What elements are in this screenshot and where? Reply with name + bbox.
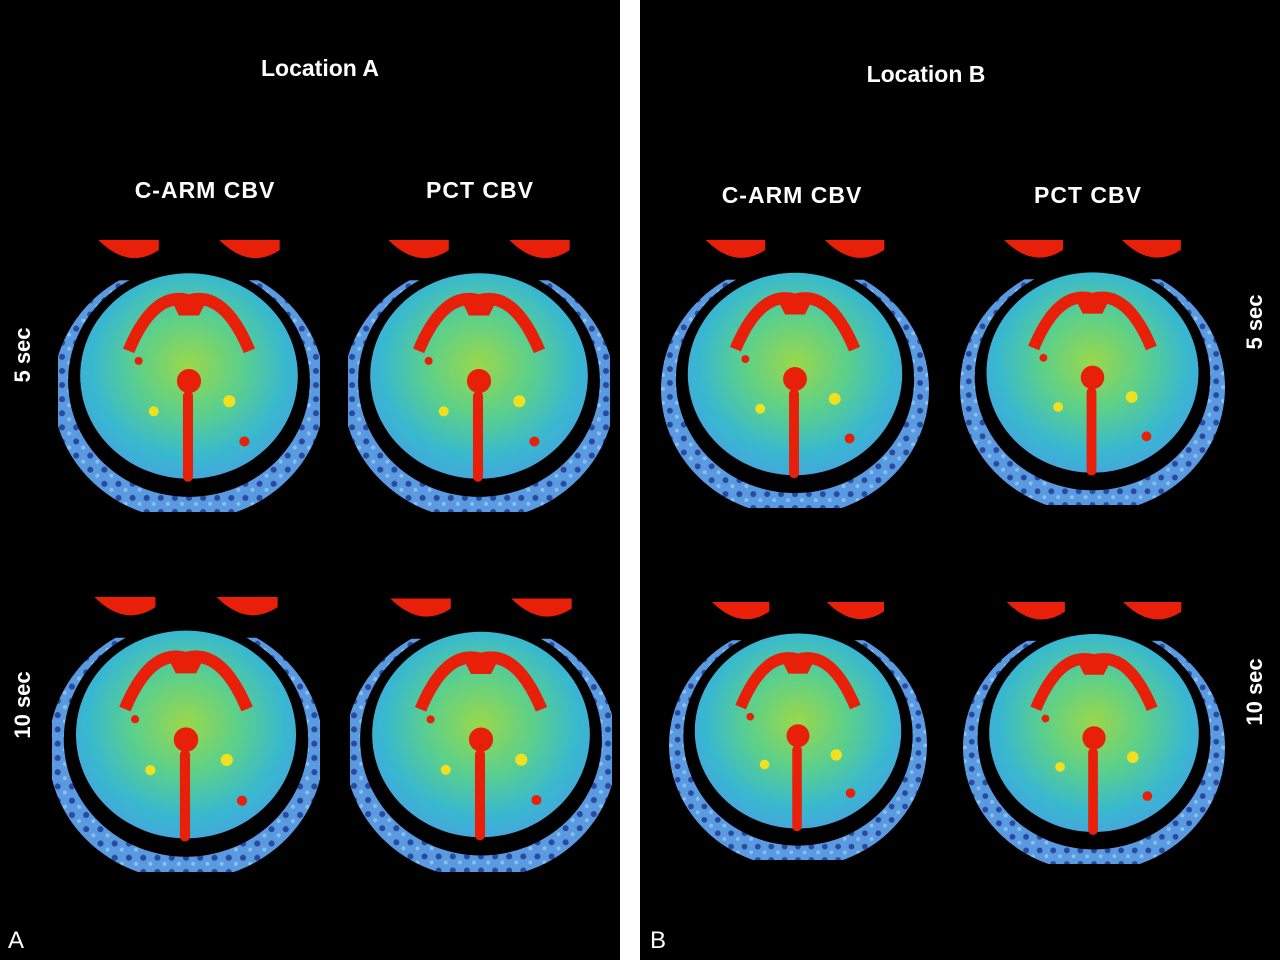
panel-letter: A (8, 927, 24, 954)
panel-title: Location A (261, 55, 379, 81)
column-label: C-ARM CBV (722, 182, 863, 208)
panel-letter: B (650, 927, 666, 954)
column-label: PCT CBV (1034, 182, 1142, 208)
brain-map (53, 240, 325, 520)
row-label: 10 sec (10, 671, 35, 738)
panel-a: Location A C-ARM CBV PCT CBV 5 sec 10 se… (8, 55, 617, 954)
brain-map (669, 602, 927, 868)
panel-title: Location B (867, 61, 986, 87)
divider (620, 0, 640, 960)
column-label: PCT CBV (426, 177, 534, 203)
column-label: C-ARM CBV (135, 177, 276, 203)
brain-map (343, 240, 615, 520)
panel-b: Location B C-ARM CBV PCT CBV 5 sec 10 se… (650, 61, 1267, 954)
brain-map (345, 598, 617, 878)
brain-map (960, 240, 1225, 513)
brain-map (963, 602, 1225, 872)
row-label: 10 sec (1242, 658, 1267, 725)
row-label: 5 sec (10, 327, 35, 382)
brain-map (49, 597, 324, 880)
brain-map (661, 240, 929, 516)
row-label: 5 sec (1242, 294, 1267, 349)
